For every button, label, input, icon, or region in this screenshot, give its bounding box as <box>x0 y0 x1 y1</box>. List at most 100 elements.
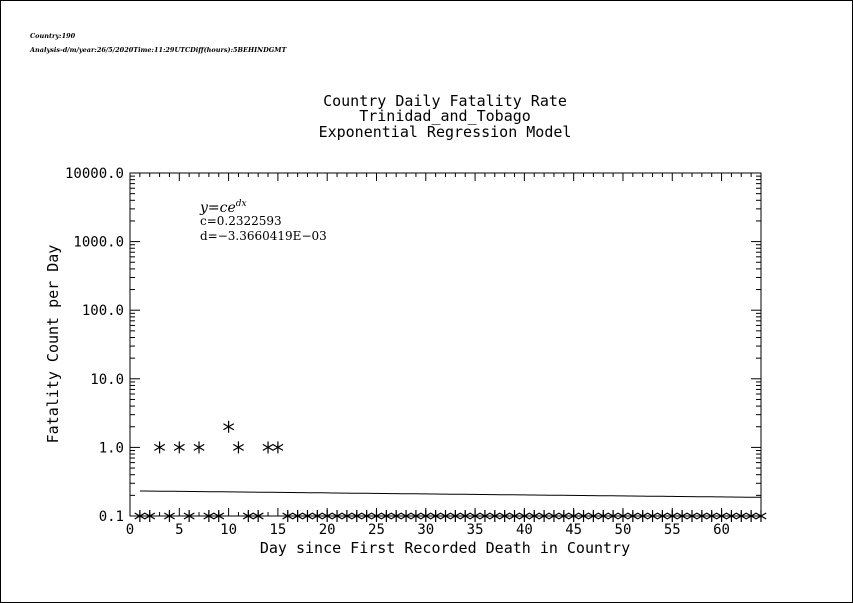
star-stroke <box>479 512 491 520</box>
zero-marker <box>341 510 353 522</box>
zero-marker <box>558 510 570 522</box>
zero-marker <box>351 510 363 522</box>
x-tick-label: 45 <box>565 522 582 538</box>
star-stroke <box>716 512 728 520</box>
zero-marker <box>617 510 629 522</box>
x-tick-label: 20 <box>319 522 336 538</box>
star-stroke <box>597 512 609 520</box>
model-annotation: y=cedx c=0.2322593 d=−3.3660419E−03 <box>199 199 327 243</box>
star-stroke <box>499 512 511 520</box>
title-line-3: Exponential Regression Model <box>319 123 572 141</box>
x-tick-labels: 0 5 10 15 20 25 30 35 40 45 50 55 60 <box>126 522 730 538</box>
x-tick-label: 0 <box>126 522 134 538</box>
zero-marker <box>331 510 343 522</box>
star-stroke <box>587 512 599 520</box>
star-stroke <box>755 512 767 520</box>
zero-marker <box>735 510 747 522</box>
star-stroke <box>262 443 274 451</box>
zero-marker <box>666 510 678 522</box>
zero-marker <box>469 510 481 522</box>
zero-marker <box>528 510 540 522</box>
star-stroke <box>607 512 619 520</box>
star-stroke <box>568 512 580 520</box>
regression-curve <box>139 490 761 498</box>
star-stroke <box>745 512 757 520</box>
zero-marker <box>745 510 757 522</box>
zero-marker <box>440 510 451 522</box>
star-stroke <box>666 512 678 520</box>
star-stroke <box>706 512 718 520</box>
x-tick-label: 55 <box>664 522 681 538</box>
star-stroke <box>173 443 185 451</box>
star-stroke <box>351 512 363 520</box>
star-stroke <box>203 512 215 520</box>
zero-marker <box>390 510 402 522</box>
star-stroke <box>548 512 560 520</box>
data-point <box>232 441 244 454</box>
zero-marker <box>548 510 560 522</box>
data-point <box>173 441 185 454</box>
star-stroke <box>272 443 284 451</box>
star-stroke <box>321 512 333 520</box>
zero-marker <box>538 510 550 522</box>
y-tick-label: 1.0 <box>99 440 124 456</box>
star-stroke <box>509 512 521 520</box>
star-stroke <box>232 443 244 451</box>
star-stroke <box>282 512 294 520</box>
zero-marker <box>568 510 580 522</box>
zero-marker <box>499 510 511 522</box>
d-coefficient-text: d=−3.3660419E−03 <box>200 229 327 243</box>
data-point <box>272 441 284 454</box>
x-tick-label: 35 <box>467 522 484 538</box>
zero-marker <box>292 510 304 522</box>
star-stroke <box>538 512 550 520</box>
x-tick-label: 25 <box>368 522 385 538</box>
star-stroke <box>518 512 530 520</box>
x-tick-label: 10 <box>220 522 237 538</box>
star-stroke <box>154 443 166 451</box>
zero-marker <box>627 510 639 522</box>
zero-marker <box>183 510 195 522</box>
zero-value-markers <box>134 510 767 522</box>
country-id-text: Country:190 <box>30 32 76 40</box>
star-stroke <box>430 512 442 520</box>
zero-marker <box>607 510 619 522</box>
star-stroke <box>528 512 540 520</box>
zero-marker <box>301 510 313 522</box>
x-tick-label: 30 <box>417 522 434 538</box>
star-stroke <box>213 512 225 520</box>
zero-marker <box>706 510 718 522</box>
zero-marker <box>282 510 294 522</box>
star-stroke <box>301 512 313 520</box>
star-stroke <box>735 512 747 520</box>
star-stroke <box>578 512 590 520</box>
title-line-1: Country Daily Fatality Rate <box>323 92 567 110</box>
data-point <box>193 441 205 454</box>
c-coefficient-text: c=0.2322593 <box>200 214 282 228</box>
star-stroke <box>627 512 639 520</box>
y-tick-label: 1000.0 <box>73 235 124 251</box>
zero-marker <box>380 510 392 522</box>
zero-marker <box>725 510 737 522</box>
y-axis-label: Fatality Count per Day <box>44 245 62 444</box>
star-stroke <box>311 512 323 520</box>
zero-marker <box>361 510 373 522</box>
zero-marker <box>410 510 422 522</box>
zero-marker <box>509 510 521 522</box>
zero-marker <box>647 510 659 522</box>
star-stroke <box>489 512 501 520</box>
title-line-2: Trinidad_and_Tobago <box>359 107 531 125</box>
zero-marker <box>242 510 254 522</box>
x-tick-label: 5 <box>175 522 183 538</box>
zero-marker <box>252 510 264 522</box>
star-stroke <box>380 512 392 520</box>
star-stroke <box>440 512 451 520</box>
zero-marker <box>311 510 323 522</box>
zero-marker <box>637 510 649 522</box>
zero-marker <box>144 510 156 522</box>
zero-marker <box>163 510 175 522</box>
zero-marker <box>213 510 225 522</box>
star-stroke <box>390 512 402 520</box>
data-point <box>154 441 166 454</box>
zero-marker <box>203 510 215 522</box>
